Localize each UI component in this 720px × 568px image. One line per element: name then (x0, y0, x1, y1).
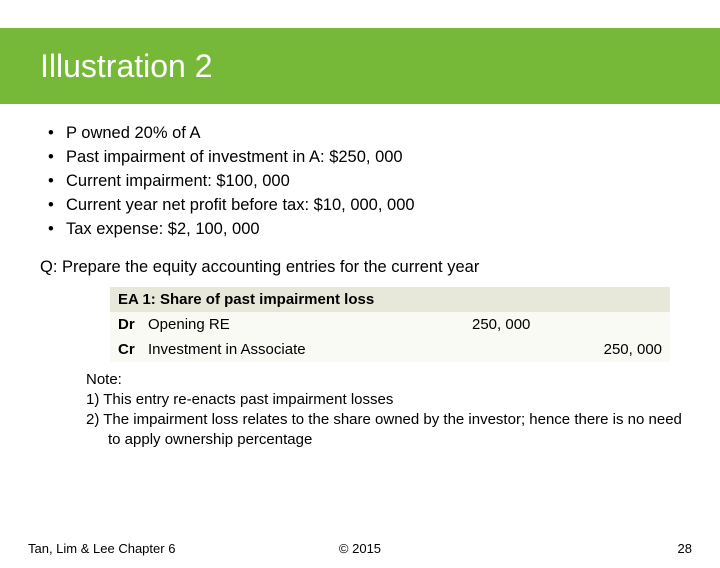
debit-amount: 250, 000 (472, 316, 572, 333)
question-text: Q: Prepare the equity accounting entries… (40, 258, 688, 277)
account-name: Investment in Associate (148, 341, 472, 358)
entry-title: EA 1: Share of past impairment loss (110, 287, 670, 312)
list-item: Tax expense: $2, 100, 000 (40, 218, 688, 242)
footer-left: Tan, Lim & Lee Chapter 6 (28, 541, 249, 556)
title-band: Illustration 2 (0, 28, 720, 104)
table-row: Cr Investment in Associate 250, 000 (110, 337, 670, 362)
notes-block: Note: 1) This entry re-enacts past impai… (86, 370, 688, 451)
notes-heading: Note: (86, 370, 688, 390)
account-name: Opening RE (148, 316, 472, 333)
journal-entry-block: EA 1: Share of past impairment loss Dr O… (110, 287, 670, 362)
footer-center: © 2015 (249, 541, 470, 556)
list-item: Current impairment: $100, 000 (40, 170, 688, 194)
credit-amount: 250, 000 (572, 341, 662, 358)
bullet-list: P owned 20% of A Past impairment of inve… (40, 122, 688, 242)
drcr-label: Cr (118, 341, 148, 358)
slide-content: P owned 20% of A Past impairment of inve… (0, 104, 720, 451)
footer-right: 28 (471, 541, 692, 556)
table-row: Dr Opening RE 250, 000 (110, 312, 670, 337)
note-item: 1) This entry re-enacts past impairment … (86, 390, 688, 410)
drcr-label: Dr (118, 316, 148, 333)
slide-title: Illustration 2 (40, 48, 213, 85)
list-item: Current year net profit before tax: $10,… (40, 194, 688, 218)
list-item: Past impairment of investment in A: $250… (40, 146, 688, 170)
slide-footer: Tan, Lim & Lee Chapter 6 © 2015 28 (0, 541, 720, 556)
list-item: P owned 20% of A (40, 122, 688, 146)
note-item: 2) The impairment loss relates to the sh… (86, 410, 688, 451)
